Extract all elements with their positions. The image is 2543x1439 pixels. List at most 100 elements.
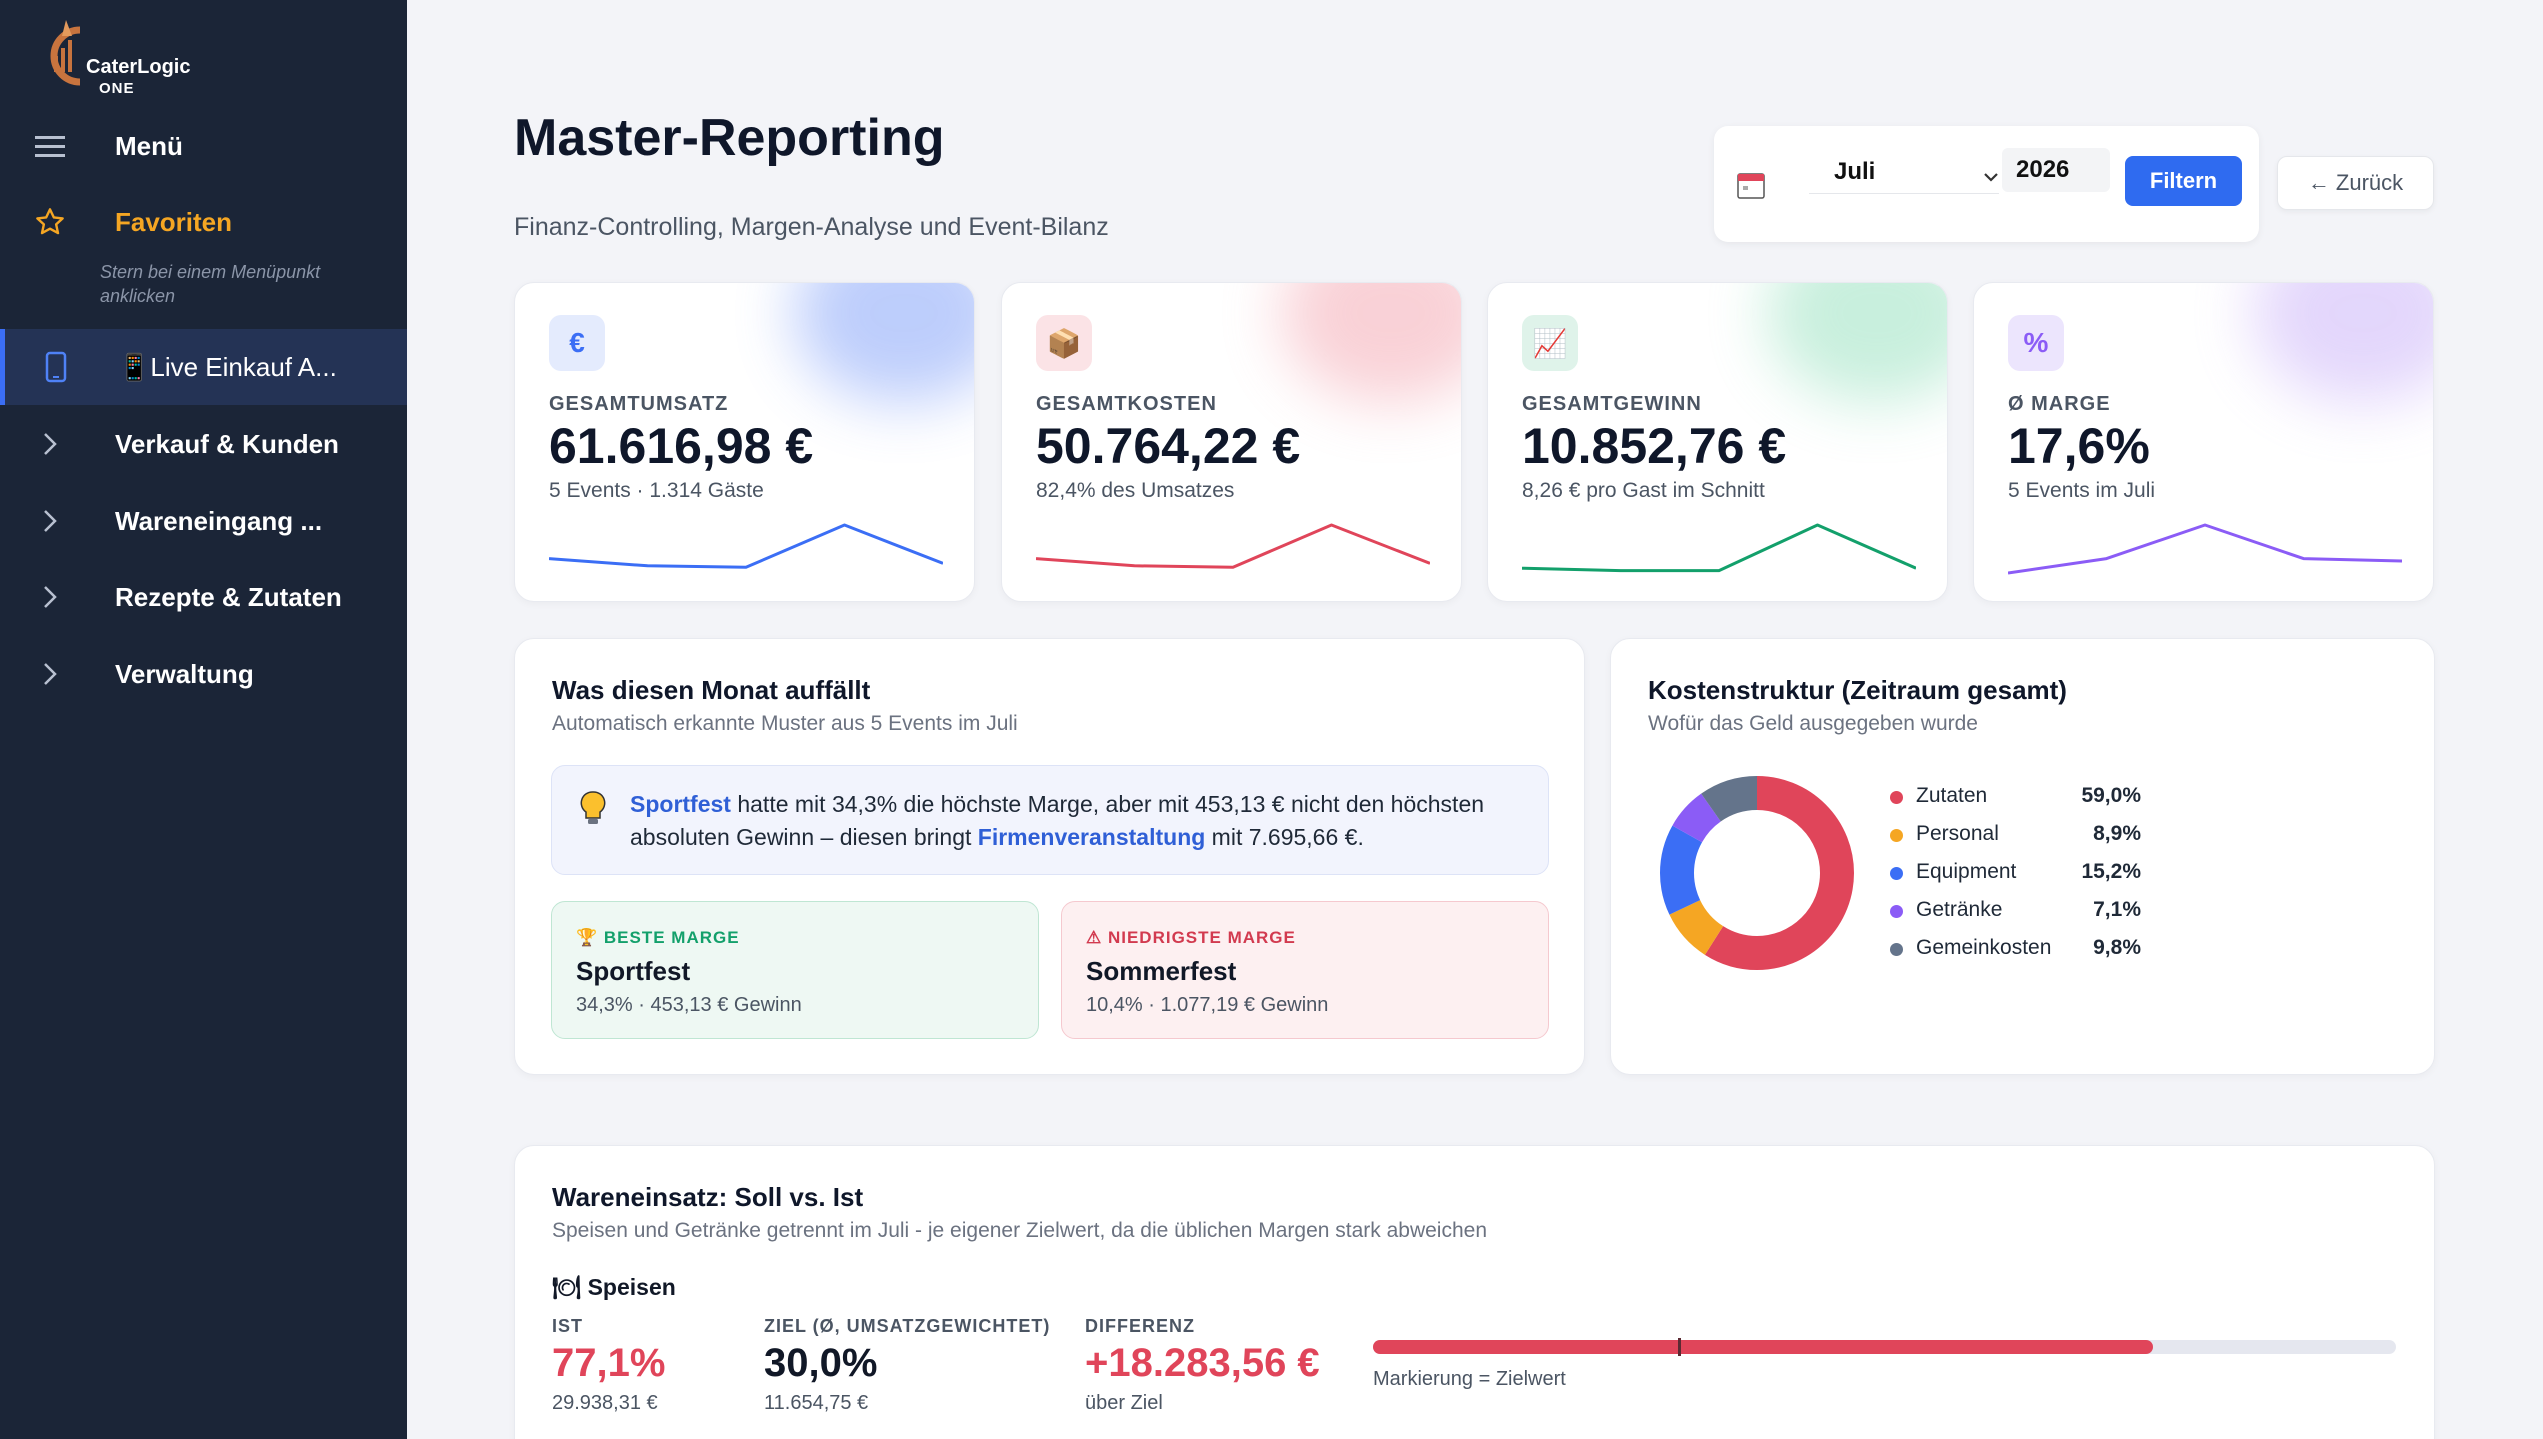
kpi-value: 10.852,76 € bbox=[1522, 418, 1787, 474]
sidebar-item-label: Rezepte & Zutaten bbox=[115, 581, 342, 612]
kpi-note: 5 Events im Juli bbox=[2008, 479, 2156, 502]
best-margin-note: 34,3% · 453,13 € Gewinn bbox=[576, 994, 802, 1016]
kpi-sparkline bbox=[1522, 523, 1916, 573]
lightbulb-icon bbox=[578, 790, 608, 833]
brand-suffix: ONE bbox=[99, 80, 135, 97]
filter-button[interactable]: Filtern bbox=[2125, 156, 2242, 206]
kpi-note: 5 Events · 1.314 Gäste bbox=[549, 479, 764, 502]
sidebar: CaterLogic ONE Menü Favoriten Stern bei … bbox=[0, 0, 407, 1439]
sidebar-item-live-einkauf[interactable]: 📱Live Einkauf A... bbox=[0, 329, 407, 405]
insight-text-part: hatte mit 34,3% die höchste Marge, aber … bbox=[630, 791, 1485, 850]
ist-value: 77,1% bbox=[552, 1341, 666, 1385]
sidebar-item-rezepte[interactable]: Rezepte & Zutaten bbox=[0, 576, 407, 618]
insight-event-link[interactable]: Firmenveranstaltung bbox=[977, 824, 1206, 850]
sidebar-item-verkauf[interactable]: Verkauf & Kunden bbox=[0, 423, 407, 465]
ziel-label: ZIEL (Ø, UMSATZGEWICHTET) bbox=[764, 1316, 1051, 1336]
insight-event-link[interactable]: Sportfest bbox=[630, 791, 731, 817]
legend-dot bbox=[1890, 791, 1903, 804]
worst-margin-note: 10,4% · 1.077,19 € Gewinn bbox=[1086, 994, 1329, 1016]
diff-note: über Ziel bbox=[1085, 1392, 1163, 1414]
chart-up-icon: 📈 bbox=[1522, 315, 1578, 371]
sidebar-item-favorites[interactable]: Favoriten bbox=[0, 202, 407, 242]
page-subtitle: Finanz-Controlling, Margen-Analyse und E… bbox=[514, 213, 1109, 241]
euro-icon: € bbox=[549, 315, 605, 371]
legend-value: 8,9% bbox=[2093, 822, 2141, 845]
legend-label: Gemeinkosten bbox=[1916, 936, 2052, 959]
insight-callout: Sportfest hatte mit 34,3% die höchste Ma… bbox=[551, 765, 1549, 875]
sidebar-item-label: Verkauf & Kunden bbox=[115, 428, 339, 459]
best-margin-event: Sportfest bbox=[576, 956, 691, 986]
sidebar-item-label: Verwaltung bbox=[115, 658, 254, 689]
back-button[interactable]: ← Zurück bbox=[2277, 156, 2434, 210]
chevron-right-icon bbox=[34, 428, 66, 460]
cost-structure-panel: Kostenstruktur (Zeitraum gesamt) Wofür d… bbox=[1610, 638, 2435, 1075]
star-icon bbox=[34, 206, 66, 238]
brand-logo[interactable]: CaterLogic ONE bbox=[36, 16, 196, 100]
legend-label: Zutaten bbox=[1916, 784, 1988, 807]
cost-progress-fill bbox=[1373, 1340, 2153, 1354]
kpi-value: 50.764,22 € bbox=[1036, 418, 1301, 474]
sidebar-item-label: Wareneingang ... bbox=[115, 505, 323, 536]
wareneinsatz-title: Wareneinsatz: Soll vs. Ist bbox=[552, 1182, 864, 1212]
month-value: Juli bbox=[1834, 158, 1876, 185]
legend-dot bbox=[1890, 943, 1903, 956]
legend-value: 9,8% bbox=[2093, 936, 2141, 959]
chevron-down-icon bbox=[1983, 162, 1999, 190]
chevron-right-icon bbox=[34, 658, 66, 690]
brand-name: CaterLogic bbox=[86, 56, 191, 78]
calendar-icon bbox=[1736, 170, 1766, 200]
year-input[interactable] bbox=[2002, 148, 2110, 192]
card-glow bbox=[2253, 283, 2433, 403]
kpi-label: GESAMTUMSATZ bbox=[549, 393, 729, 415]
card-glow bbox=[1281, 283, 1461, 403]
diff-label: DIFFERENZ bbox=[1085, 1316, 1195, 1336]
cost-structure-title: Kostenstruktur (Zeitraum gesamt) bbox=[1648, 675, 2067, 705]
ziel-note: 11.654,75 € bbox=[764, 1392, 869, 1414]
cost-structure-subtitle: Wofür das Geld ausgegeben wurde bbox=[1648, 712, 1978, 735]
wareneinsatz-panel: Wareneinsatz: Soll vs. Ist Speisen und G… bbox=[514, 1145, 2435, 1439]
legend-label: Personal bbox=[1916, 822, 1999, 845]
section-label-speisen: 🍽 Speisen bbox=[552, 1274, 676, 1300]
hamburger-icon bbox=[34, 130, 66, 162]
donut-slice-equipment bbox=[1660, 776, 1854, 970]
kpi-note: 82,4% des Umsatzes bbox=[1036, 479, 1235, 502]
legend-value: 7,1% bbox=[2093, 898, 2141, 921]
insights-subtitle: Automatisch erkannte Muster aus 5 Events… bbox=[552, 712, 1018, 735]
ist-label: IST bbox=[552, 1316, 584, 1336]
sparkline-path bbox=[1522, 523, 1916, 573]
best-margin-card[interactable]: 🏆 BESTE MARGE Sportfest 34,3% · 453,13 €… bbox=[551, 901, 1039, 1039]
target-marker bbox=[1678, 1338, 1681, 1356]
card-glow bbox=[1767, 283, 1947, 403]
sparkline-path bbox=[1036, 523, 1430, 569]
kpi-card-revenue: € GESAMTUMSATZ 61.616,98 € 5 Events · 1.… bbox=[514, 282, 975, 602]
cost-progress-bar bbox=[1373, 1338, 2396, 1356]
kpi-value: 17,6% bbox=[2008, 418, 2150, 474]
insights-panel: Was diesen Monat auffällt Automatisch er… bbox=[514, 638, 1585, 1075]
legend-value: 59,0% bbox=[2081, 784, 2141, 807]
diff-value: +18.283,56 € bbox=[1085, 1341, 1320, 1385]
insights-title: Was diesen Monat auffällt bbox=[552, 675, 871, 705]
sidebar-menu-label: Menü bbox=[115, 130, 183, 161]
period-filter: Juli Filtern bbox=[1714, 126, 2259, 242]
kpi-note: 8,26 € pro Gast im Schnitt bbox=[1522, 479, 1765, 502]
sidebar-item-verwaltung[interactable]: Verwaltung bbox=[0, 653, 407, 695]
sidebar-item-wareneingang[interactable]: Wareneingang ... bbox=[0, 500, 407, 542]
month-select[interactable]: Juli bbox=[1809, 148, 1999, 194]
legend-value: 15,2% bbox=[2081, 860, 2141, 883]
chevron-right-icon bbox=[34, 505, 66, 537]
worst-margin-card[interactable]: ⚠ NIEDRIGSTE MARGE Sommerfest 10,4% · 1.… bbox=[1061, 901, 1549, 1039]
insight-text: Sportfest hatte mit 34,3% die höchste Ma… bbox=[630, 788, 1530, 854]
active-indicator bbox=[0, 329, 5, 405]
legend-dot bbox=[1890, 867, 1903, 880]
cost-donut-chart bbox=[1660, 776, 1854, 970]
ist-note: 29.938,31 € bbox=[552, 1392, 658, 1414]
chevron-right-icon bbox=[34, 581, 66, 613]
sidebar-menu-toggle[interactable]: Menü bbox=[0, 126, 407, 166]
legend-dot bbox=[1890, 905, 1903, 918]
kpi-label: GESAMTGEWINN bbox=[1522, 393, 1702, 415]
kpi-value: 61.616,98 € bbox=[549, 418, 814, 474]
favorites-hint: Stern bei einem Menüpunkt anklicken bbox=[100, 262, 321, 306]
wareneinsatz-subtitle: Speisen und Getränke getrennt im Juli - … bbox=[552, 1219, 1488, 1242]
donut-slice-gemeinkosten bbox=[1660, 776, 1854, 970]
kpi-sparkline bbox=[1036, 523, 1430, 569]
